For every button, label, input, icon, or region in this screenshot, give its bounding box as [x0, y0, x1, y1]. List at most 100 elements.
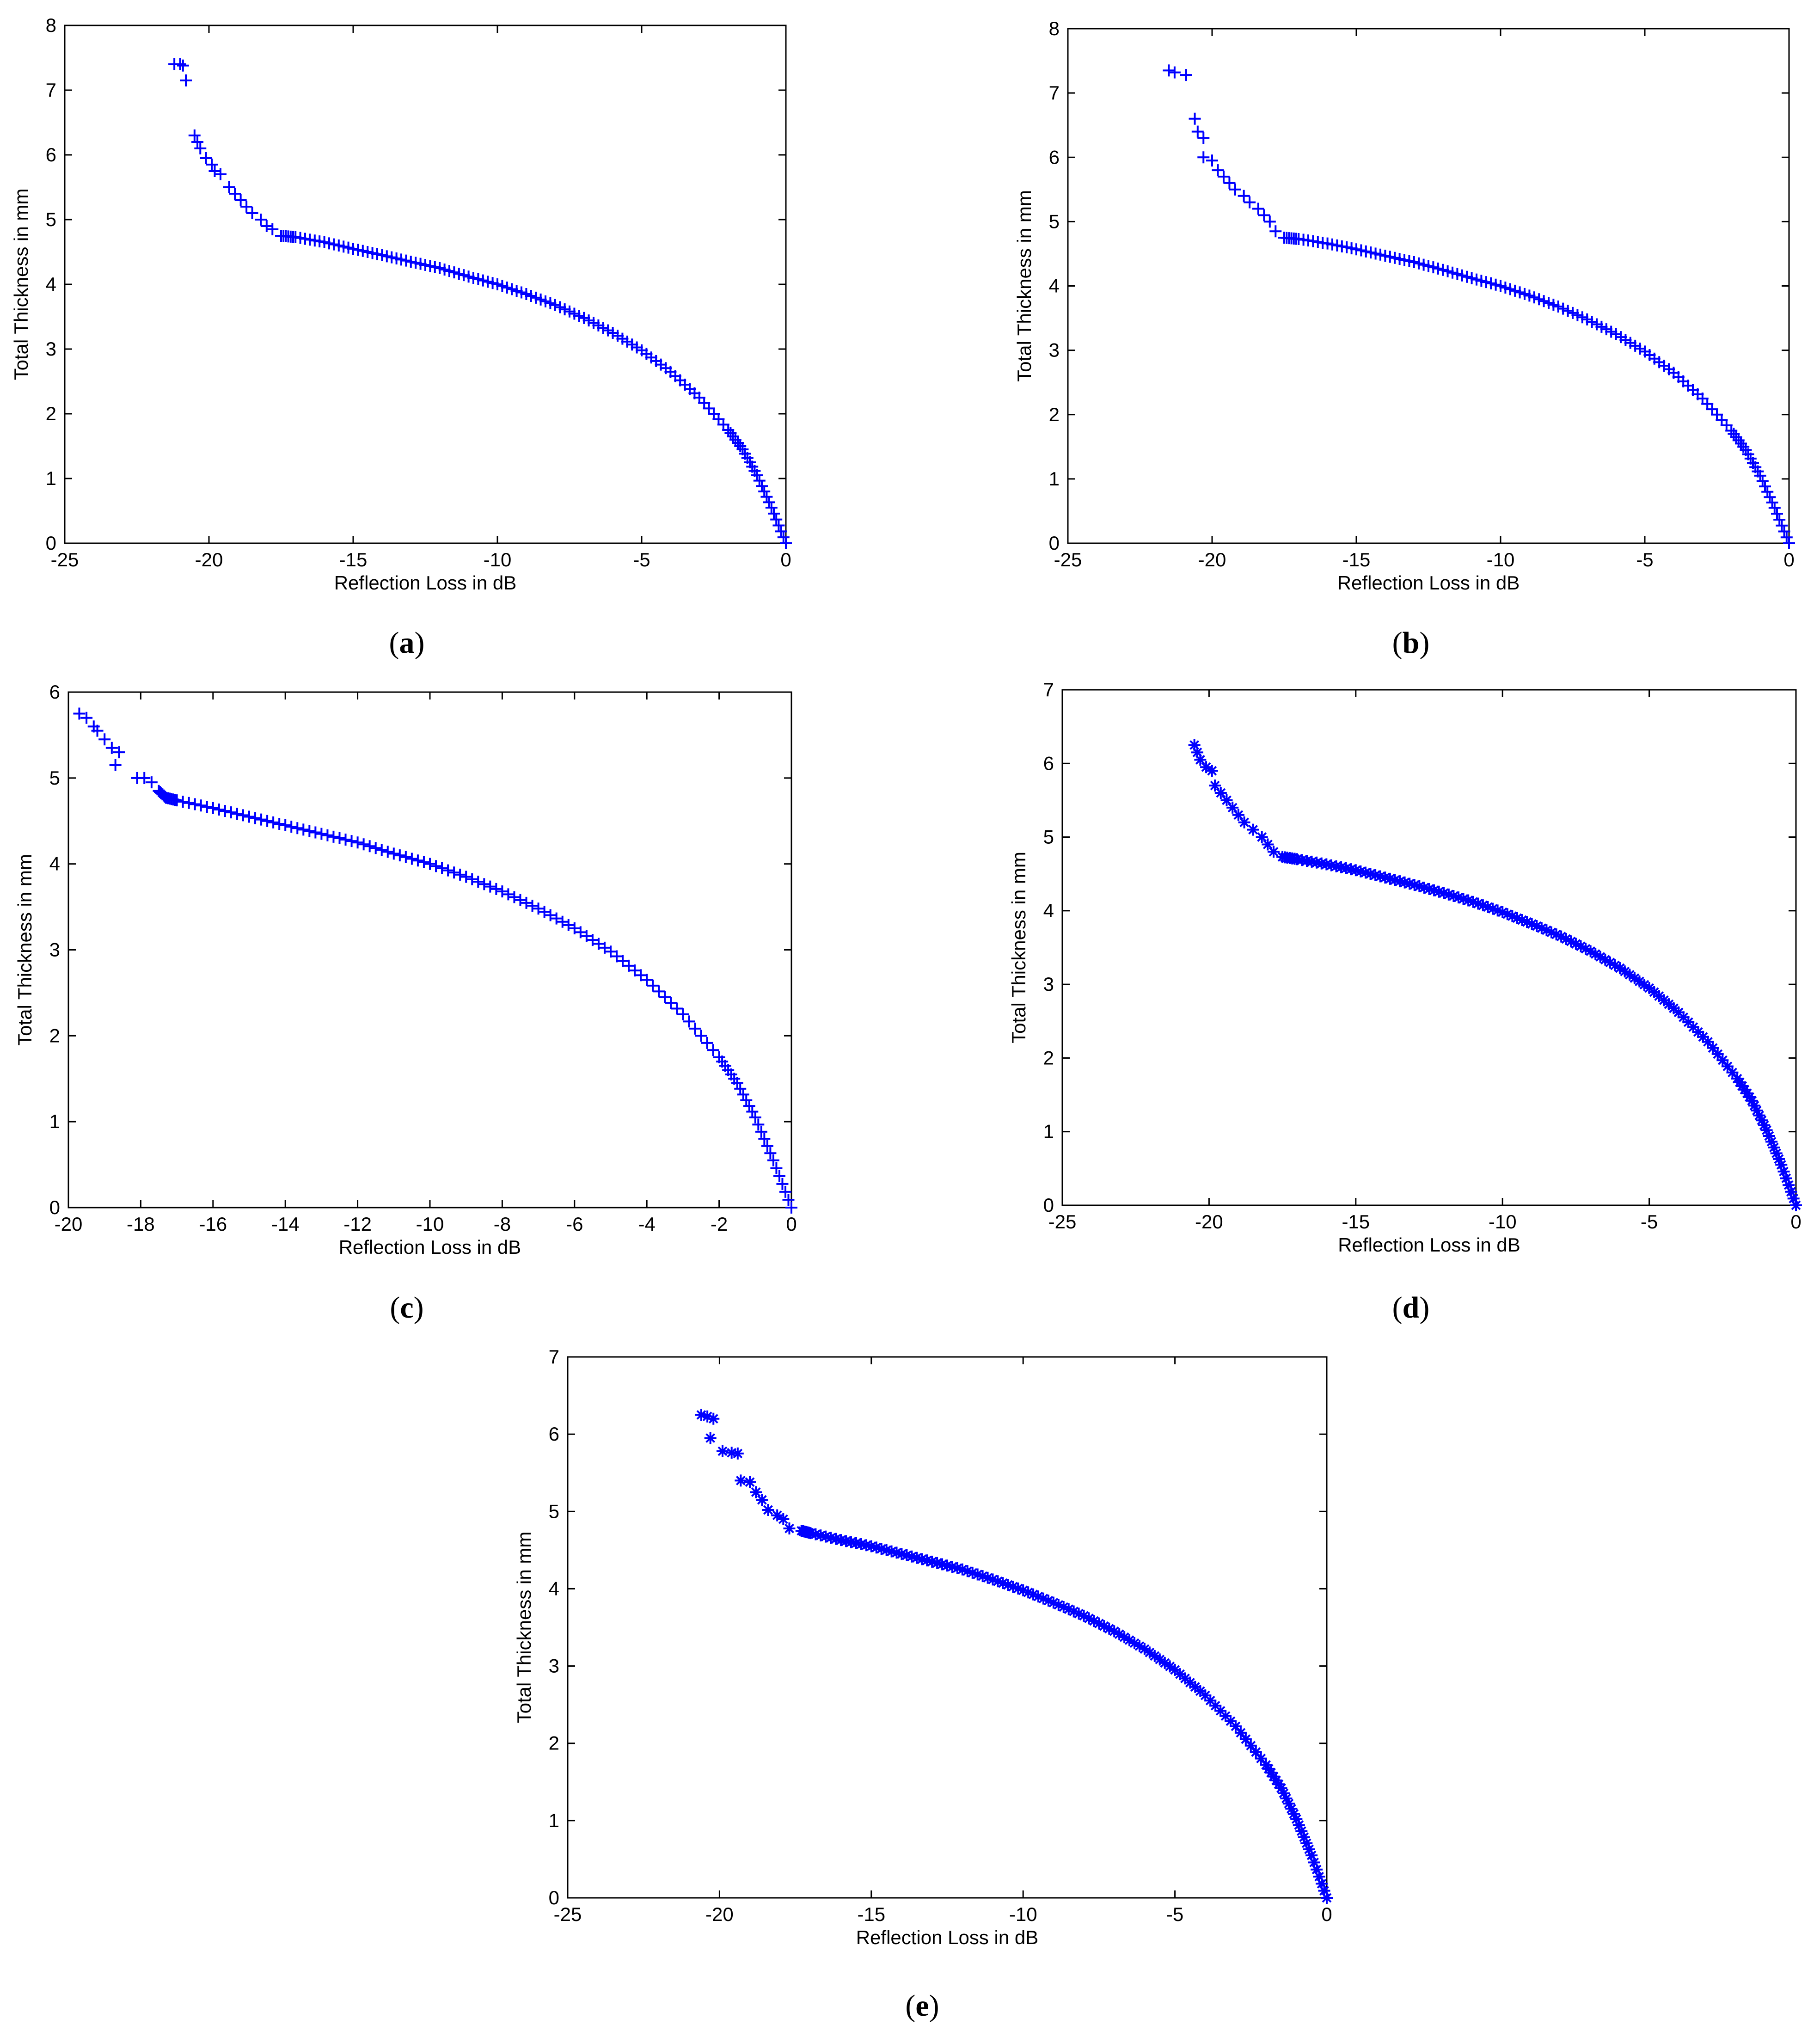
data-point: [1305, 1849, 1318, 1862]
data-point: [478, 878, 490, 890]
data-point: [1633, 975, 1646, 988]
data-point: [1759, 480, 1771, 493]
data-point: [875, 1543, 888, 1555]
series-markers-b: [1163, 64, 1795, 549]
data-point: [1225, 1715, 1237, 1727]
data-point: [749, 1111, 761, 1123]
data-point: [188, 129, 201, 141]
data-point: [1258, 209, 1270, 221]
data-point: [752, 1118, 765, 1131]
data-point: [194, 142, 207, 154]
plot-frame-d: [1061, 689, 1797, 1206]
data-point: [865, 1540, 877, 1552]
data-point: [1318, 1884, 1330, 1897]
data-point: [779, 1185, 791, 1198]
y-tick-label-c: 5: [49, 767, 60, 789]
data-point: [1308, 1856, 1320, 1869]
data-point: [1194, 1685, 1207, 1697]
x-tick-label-e: -10: [1009, 1903, 1037, 1925]
data-point: [773, 1170, 785, 1182]
data-point: [1594, 951, 1606, 963]
data-point: [1682, 1016, 1695, 1028]
data-point: [1209, 779, 1221, 792]
data-point: [375, 844, 388, 856]
data-point: [1783, 1179, 1795, 1191]
data-point: [777, 1513, 790, 1525]
data-point: [1721, 1060, 1734, 1073]
data-point: [1628, 972, 1641, 984]
data-point: [1354, 865, 1367, 877]
data-point: [951, 1562, 963, 1574]
data-point: [1027, 1588, 1040, 1601]
data-point: [1179, 1672, 1191, 1685]
data-point: [695, 1030, 707, 1042]
data-point: [885, 1545, 898, 1558]
data-point: [911, 1552, 923, 1564]
data-point: [840, 1535, 852, 1547]
data-point: [339, 834, 352, 846]
data-point: [1300, 1837, 1313, 1849]
data-point: [880, 1544, 893, 1556]
data-point: [171, 794, 183, 807]
chart-a: -25 -20 -15 -10 -5 0 0 1 2 3 4 5 6 7 8 Reflection Loss …: [10, 14, 792, 594]
data-point: [345, 835, 358, 847]
data-point: [436, 862, 448, 874]
data-point: [1545, 926, 1557, 939]
data-point: [1638, 978, 1651, 991]
data-point: [1078, 1609, 1090, 1622]
data-point: [321, 829, 334, 841]
x-tick-label-e: 0: [1321, 1903, 1332, 1925]
y-tick-label-a: 3: [46, 338, 56, 360]
data-point: [1143, 1646, 1156, 1659]
data-point: [411, 854, 424, 867]
data-point: [1447, 890, 1460, 902]
series-markers-d: [1188, 739, 1802, 1211]
data-point: [183, 797, 195, 809]
data-point: [617, 955, 629, 967]
data-point: [776, 1178, 789, 1190]
data-point: [785, 1202, 797, 1214]
data-point: [1133, 1640, 1146, 1652]
data-point: [665, 997, 677, 1009]
data-point: [73, 707, 86, 720]
data-point: [1017, 1584, 1029, 1596]
data-point: [223, 181, 235, 193]
data-point: [1285, 1803, 1298, 1815]
data-point: [770, 513, 783, 526]
data-point: [442, 864, 454, 877]
data-point: [926, 1555, 938, 1568]
data-point: [1667, 1002, 1680, 1014]
data-point: [1214, 787, 1227, 799]
data-point: [1234, 1726, 1247, 1739]
data-point: [1711, 1048, 1724, 1060]
data-point: [701, 1037, 713, 1049]
data-point: [333, 832, 346, 844]
data-point: [357, 838, 370, 851]
y-tick-label-c: 0: [49, 1197, 60, 1218]
data-point: [1067, 1605, 1080, 1618]
data-point: [424, 858, 436, 870]
data-point: [1219, 1710, 1232, 1722]
x-tick-label-d: -25: [1048, 1211, 1077, 1233]
data-point: [1052, 1599, 1065, 1611]
data-point: [225, 806, 237, 819]
data-point: [755, 1125, 767, 1138]
data-point: [303, 825, 316, 837]
data-point: [1364, 868, 1377, 880]
data-point: [1022, 1586, 1035, 1599]
data-point: [1239, 1733, 1252, 1745]
data-point: [430, 860, 442, 872]
x-tick-label-a: 0: [780, 549, 791, 571]
data-point: [1282, 1798, 1295, 1810]
data-point: [405, 853, 418, 865]
data-point: [1726, 1066, 1739, 1079]
data-point: [1168, 66, 1181, 79]
data-point: [315, 828, 328, 840]
data-point: [804, 1527, 817, 1540]
x-tick-label-a: -25: [51, 549, 79, 571]
data-point: [1487, 902, 1499, 915]
data-point: [1280, 1792, 1293, 1804]
y-tick-label-e: 2: [549, 1732, 559, 1754]
data-point: [756, 480, 768, 492]
data-point: [845, 1536, 858, 1548]
